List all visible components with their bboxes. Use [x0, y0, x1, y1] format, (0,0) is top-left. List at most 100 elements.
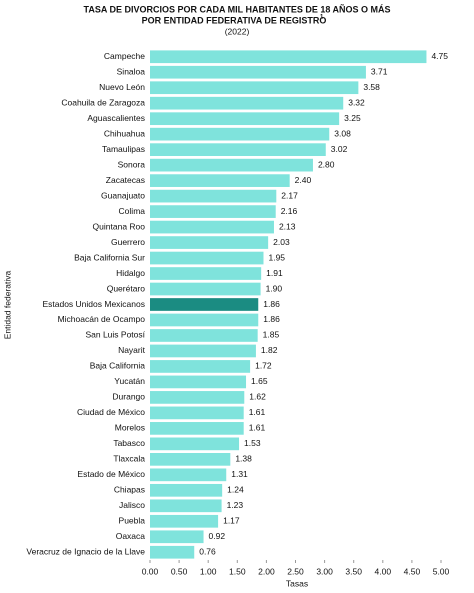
- y-tick-label: Guanajuato: [101, 190, 145, 200]
- value-label: 1.61: [249, 407, 266, 417]
- value-label: 2.17: [281, 190, 298, 200]
- bar: [150, 530, 204, 544]
- value-label-box: [345, 97, 370, 110]
- y-tick-label: Campeche: [104, 51, 145, 61]
- y-tick-label: Coahuila de Zaragoza: [61, 97, 145, 107]
- bar: [150, 96, 344, 110]
- value-label-box: [196, 546, 221, 559]
- value-label-box: [291, 174, 316, 187]
- y-tick-label: Nuevo León: [99, 82, 145, 92]
- x-tick-label: 3.00: [316, 566, 333, 576]
- bar: [150, 406, 244, 420]
- y-tick-label: Zacatecas: [106, 175, 145, 185]
- x-tick-label: 5.00: [433, 566, 450, 576]
- y-tick-label: Aguascalientes: [87, 113, 145, 123]
- value-label-box: [252, 360, 277, 373]
- value-label: 1.53: [244, 438, 261, 448]
- y-tick-label: Durango: [112, 392, 145, 402]
- chart-subtitle: (2022): [225, 26, 250, 36]
- value-label: 3.02: [331, 144, 348, 154]
- x-axis-label: Tasas: [286, 578, 308, 588]
- y-tick-label: Oaxaca: [116, 531, 146, 541]
- y-tick-label: Sinaloa: [117, 66, 146, 76]
- bar: [150, 298, 259, 311]
- chart-title: POR ENTIDAD FEDERATIVA DE REGISTRO: [142, 15, 327, 25]
- bar: [150, 81, 359, 95]
- value-label-box: [277, 205, 302, 218]
- value-label-box: [265, 252, 290, 265]
- y-tick-label: Estados Unidos Mexicanos: [42, 299, 145, 309]
- x-tick-label: 3.50: [345, 566, 362, 576]
- value-label: 1.61: [249, 423, 266, 433]
- value-label: 3.71: [371, 66, 388, 76]
- y-tick-label: Yucatán: [114, 376, 145, 386]
- y-tick-label: Querétaro: [107, 283, 146, 293]
- x-tick-label: 4.50: [404, 566, 421, 576]
- value-label: 1.62: [249, 392, 266, 402]
- bar: [150, 375, 247, 389]
- y-tick-label: Hidalgo: [116, 268, 145, 278]
- value-label: 1.86: [263, 299, 280, 309]
- bar: [150, 329, 258, 342]
- y-tick-label: Michoacán de Ocampo: [58, 314, 146, 324]
- title-note: 1: [320, 15, 324, 21]
- bar: [150, 158, 313, 172]
- bar: [150, 545, 195, 559]
- value-label: 3.08: [334, 128, 351, 138]
- value-label-box: [246, 391, 271, 404]
- value-label-box: [241, 437, 266, 450]
- y-tick-label: Nayarit: [118, 345, 146, 355]
- value-label-box: [223, 499, 248, 512]
- bar: [150, 282, 261, 296]
- value-label: 1.91: [266, 268, 283, 278]
- y-axis-label: Entidad federativa: [2, 270, 12, 339]
- value-label: 2.16: [281, 206, 298, 216]
- value-label: 1.17: [223, 516, 240, 526]
- x-tick-label: 2.00: [258, 566, 275, 576]
- bar: [150, 112, 340, 126]
- value-label-box: [224, 484, 249, 497]
- value-label-box: [257, 344, 282, 357]
- bar: [150, 267, 262, 280]
- value-label: 1.82: [261, 345, 278, 355]
- x-tick-label: 2.50: [287, 566, 304, 576]
- value-label-box: [314, 159, 339, 172]
- bar: [150, 220, 274, 234]
- x-tick-label: 0.50: [171, 566, 188, 576]
- y-tick-label: Veracruz de Ignacio de la Llave: [26, 547, 145, 557]
- value-label: 1.65: [251, 376, 268, 386]
- y-tick-label: Sonora: [118, 159, 146, 169]
- y-tick-label: Chihuahua: [104, 128, 145, 138]
- value-label-box: [262, 283, 287, 296]
- bar: [150, 251, 264, 265]
- chart-title: TASA DE DIVORCIOS POR CADA MIL HABITANTE…: [83, 4, 390, 14]
- bar: [150, 422, 244, 435]
- y-tick-label: Colima: [119, 206, 146, 216]
- value-label: 2.40: [295, 175, 312, 185]
- value-label: 1.38: [235, 454, 252, 464]
- y-tick-label: Ciudad de México: [77, 407, 145, 417]
- bar: [150, 452, 231, 466]
- value-label: 1.23: [227, 500, 244, 510]
- bar: [150, 437, 240, 451]
- x-tick-label: 4.00: [375, 566, 392, 576]
- value-label: 0.76: [199, 547, 216, 557]
- value-label: 1.72: [255, 361, 272, 371]
- value-label-box: [428, 50, 453, 63]
- value-label: 2.03: [273, 237, 290, 247]
- value-label-box: [341, 112, 366, 125]
- y-tick-label: Baja California Sur: [74, 252, 145, 262]
- bar: [150, 499, 222, 513]
- value-label: 2.13: [279, 221, 296, 231]
- bar: [150, 468, 227, 482]
- bar: [150, 483, 223, 497]
- value-label: 1.85: [263, 330, 280, 340]
- value-label-box: [275, 221, 300, 234]
- value-label: 0.92: [209, 531, 226, 541]
- bar: [150, 65, 366, 79]
- value-label-box: [232, 453, 257, 466]
- value-label: 3.32: [348, 97, 365, 107]
- value-label-box: [367, 66, 392, 79]
- y-tick-label: San Luis Potosí: [85, 330, 145, 340]
- value-label-box: [248, 375, 273, 388]
